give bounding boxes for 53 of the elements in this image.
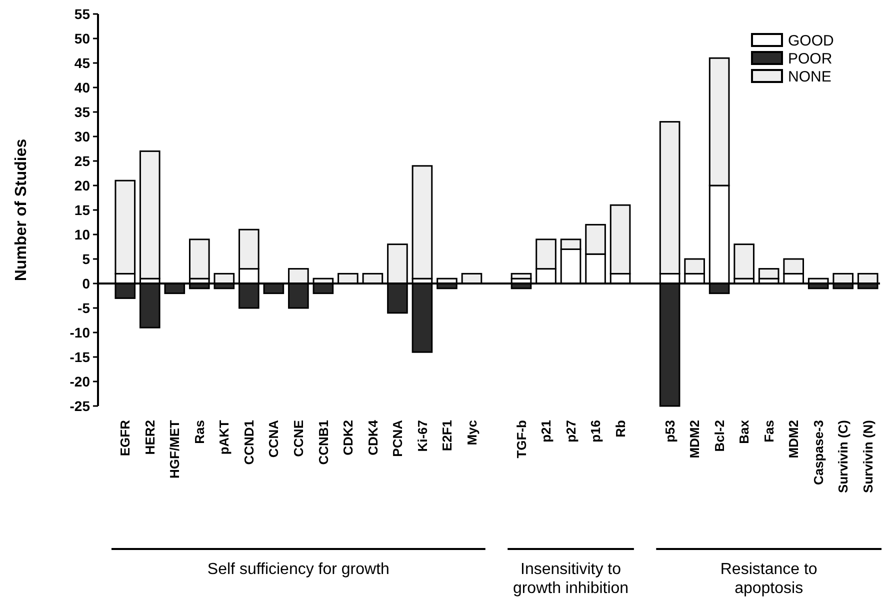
y-tick-label: 35 — [74, 104, 90, 120]
x-tick-label: Bcl-2 — [712, 420, 727, 452]
x-tick-label: MDM2 — [687, 420, 702, 458]
text: Insensitivity to growth inhibition — [512, 561, 629, 597]
y-tick-label: -10 — [70, 324, 90, 340]
y-axis-title: Number of Studies — [13, 138, 30, 282]
x-tick-label: Survivin (N) — [860, 420, 876, 493]
x-tick-label: CCNE — [290, 420, 306, 457]
legend-label: POOR — [788, 50, 832, 68]
x-tick-label: E2F1 — [440, 420, 455, 452]
x-tick-label: CDK4 — [365, 419, 380, 456]
y-tick-label: 25 — [74, 152, 90, 169]
y-tick-label: -25 — [70, 398, 90, 414]
x-tick-label: Rb — [612, 420, 628, 438]
y-tick-label: 15 — [74, 202, 90, 218]
x-tick-label: Myc — [464, 420, 480, 446]
y-tick-label: -5 — [78, 300, 90, 316]
x-tick-label: MDM2 — [786, 420, 802, 458]
y-tick-label: 5 — [82, 250, 90, 267]
x-tick-label: Bax — [736, 419, 752, 444]
x-tick-label: Ki-67 — [414, 420, 430, 452]
legend-label: NONE — [788, 68, 832, 86]
x-tick-label: p27 — [563, 420, 578, 442]
y-tick-label: 20 — [74, 177, 90, 194]
y-tick-label: 40 — [74, 79, 90, 96]
x-tick-label: Survivin (C) — [836, 420, 851, 493]
x-tick-label: EGFR — [118, 419, 133, 456]
x-tick-label: TGF-b — [514, 420, 529, 458]
x-tick-label: Ras — [192, 420, 207, 444]
x-tick-label: CCND1 — [241, 420, 256, 465]
x-tick-label: CDK2 — [340, 420, 356, 456]
x-tick-label: Caspase-3 — [810, 420, 826, 486]
y-tick-label: 10 — [74, 226, 90, 242]
y-tick-label: 0 — [82, 275, 90, 292]
x-tick-label: CCNA — [266, 419, 282, 458]
text: Self sufficiency for growth — [207, 561, 390, 578]
x-tick-label: p21 — [538, 420, 554, 442]
x-tick-label: pAKT — [216, 420, 232, 455]
x-tick-label: p16 — [588, 420, 604, 442]
y-tick-label: -15 — [70, 348, 90, 365]
x-tick-label: Fas — [761, 420, 776, 442]
x-tick-label: p53 — [662, 420, 678, 442]
x-tick-label: HER2 — [142, 420, 158, 455]
y-tick-label: 30 — [74, 128, 90, 144]
y-tick-label: 50 — [74, 30, 90, 46]
x-tick-label: PCNA — [390, 419, 406, 457]
y-tick-label: -20 — [70, 373, 90, 390]
x-tick-label: CCNB1 — [316, 420, 331, 465]
y-tick-label: 45 — [74, 54, 90, 71]
x-tick-label: HGF/MET — [167, 420, 182, 478]
text: Resistance to apoptosis — [720, 561, 818, 597]
y-tick-label: 55 — [74, 6, 90, 22]
legend-label: GOOD — [788, 32, 834, 50]
